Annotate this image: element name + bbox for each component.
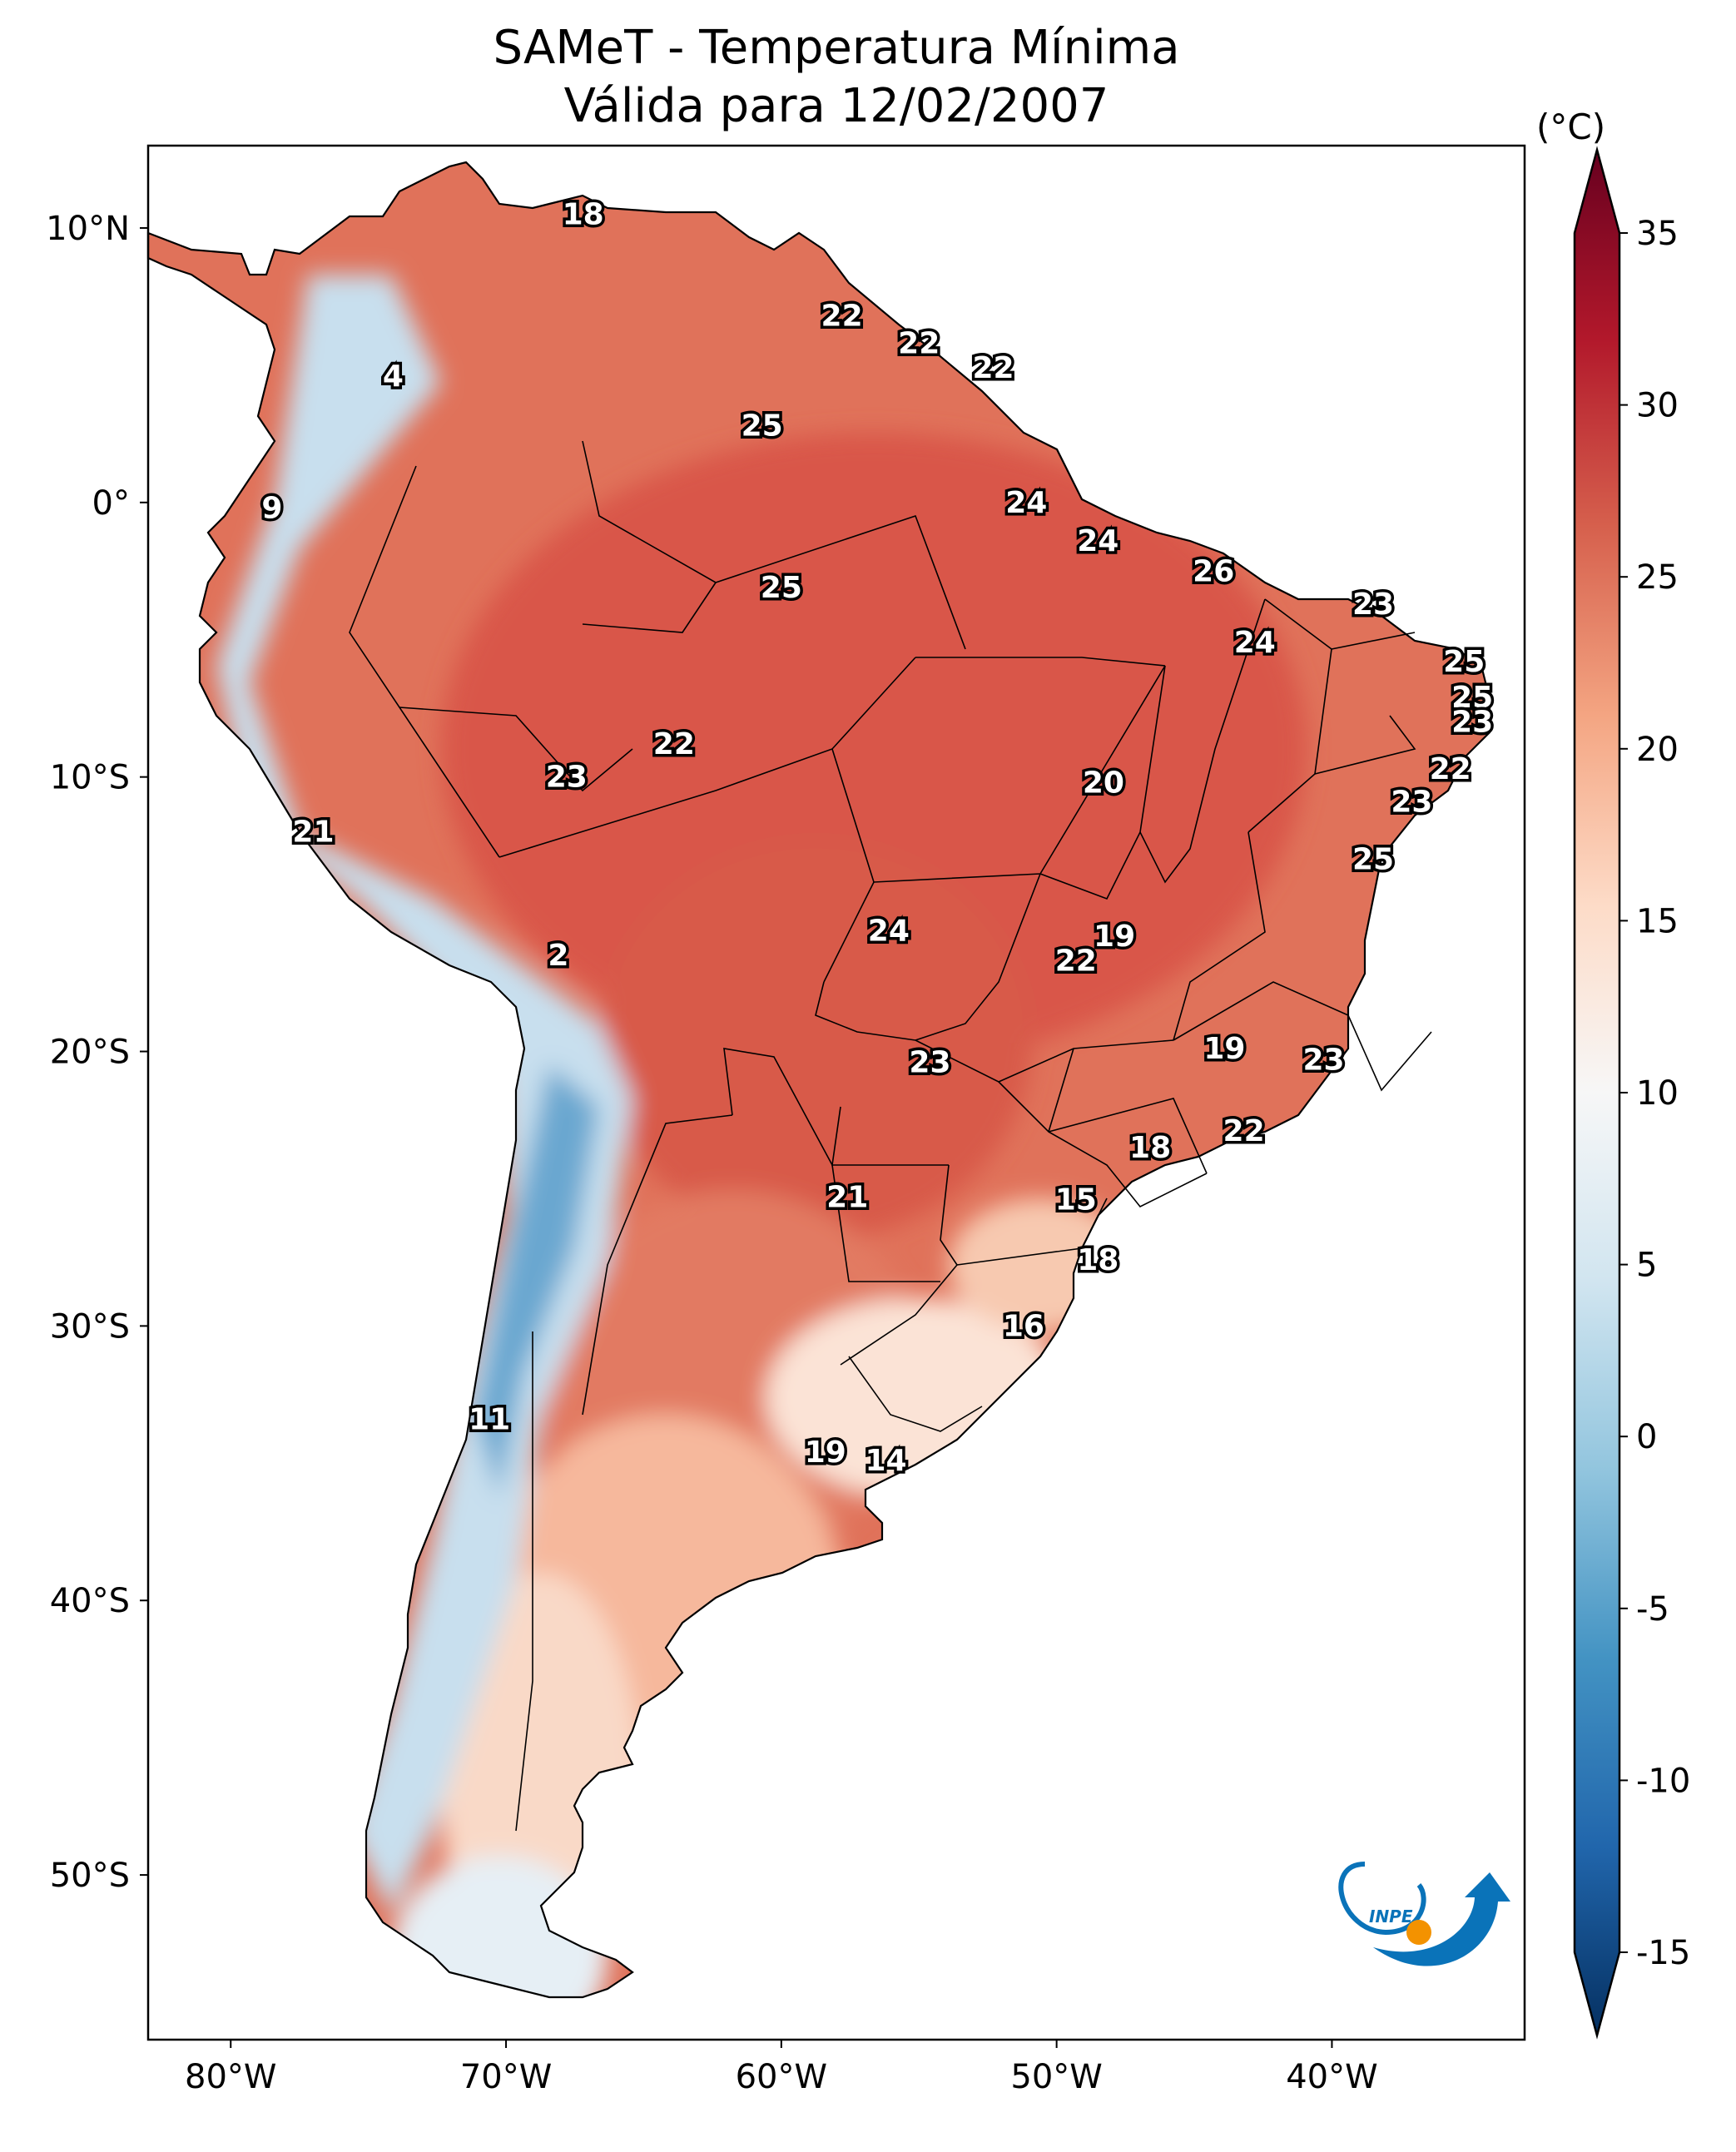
lat-tick-label: 10°S <box>50 759 130 797</box>
country-state-borders <box>349 440 1432 1832</box>
city-temperature-value: 22 <box>898 326 940 360</box>
city-temperature-value: 23 <box>1391 785 1432 819</box>
city-temperature-value: 22 <box>653 727 695 761</box>
city-temperature-value: 11 <box>469 1403 510 1437</box>
city-temperature-value: 23 <box>909 1046 950 1080</box>
colorbar-body <box>1573 146 1621 2040</box>
map-subtitle: Válida para 12/02/2007 <box>563 79 1109 133</box>
colorbar-tick-label: 35 <box>1636 215 1679 253</box>
colorbar-tick-label: 0 <box>1636 1418 1657 1456</box>
colorbar-unit: (°C) <box>1536 107 1606 147</box>
colorbar-tick-label: -15 <box>1636 1934 1690 1972</box>
city-temperature-value: 18 <box>1077 1243 1118 1277</box>
map-title: SAMeT - Temperatura Mínima <box>493 21 1180 75</box>
latitude-ticks: 10°N 0° 10°S 20°S 30°S 40°S 50°S <box>46 210 148 1895</box>
city-temperature-value: 25 <box>1352 843 1394 877</box>
lon-tick-label: 70°W <box>460 2058 552 2096</box>
city-temperature-value: 22 <box>973 351 1014 385</box>
land-area <box>146 161 1491 1999</box>
map-frame <box>146 144 1526 2041</box>
city-temperature-value: 4 <box>383 359 404 394</box>
city-temperature-value: 9 <box>261 491 282 525</box>
city-temperature-value: 22 <box>1430 752 1471 786</box>
city-temperature-value: 22 <box>821 300 863 334</box>
colorbar-tick-label: 25 <box>1636 558 1679 597</box>
city-temperature-value: 15 <box>1055 1183 1097 1217</box>
city-temperature-value: 22 <box>1055 945 1097 979</box>
lat-tick-label: 30°S <box>50 1307 130 1346</box>
colorbar-tick-label: 20 <box>1636 731 1679 769</box>
city-temperature-value: 16 <box>1003 1309 1044 1343</box>
city-temperature-value: 22 <box>1223 1114 1265 1148</box>
colorbar-tick-label: 30 <box>1636 387 1679 425</box>
coastline <box>146 161 1491 1999</box>
city-temperature-value: 18 <box>1129 1131 1171 1165</box>
lon-tick-label: 80°W <box>185 2058 276 2096</box>
city-temperature-value: 20 <box>1083 766 1124 800</box>
city-temperature-value: 24 <box>1234 626 1276 660</box>
city-temperature-value: 26 <box>1193 554 1234 588</box>
inpe-logo: INPE <box>1338 1862 1510 1966</box>
city-temperature-value: 23 <box>1302 1043 1344 1077</box>
colorbar-ticks: 35 30 25 20 15 10 5 0 -5 -10 -15 <box>1619 215 1690 1972</box>
lon-tick-label: 60°W <box>736 2058 827 2096</box>
temperature-field <box>183 275 1307 1997</box>
city-temperature-value: 21 <box>826 1180 868 1214</box>
city-temperature-value: 24 <box>868 914 910 948</box>
lat-tick-label: 0° <box>92 484 130 523</box>
city-temperature-value: 14 <box>865 1444 906 1478</box>
lat-tick-label: 10°N <box>46 210 130 248</box>
colorbar-tick-label: 5 <box>1636 1247 1657 1285</box>
colorbar-tick-label: -5 <box>1636 1590 1669 1629</box>
lon-tick-label: 40°W <box>1286 2058 1377 2096</box>
longitude-ticks: 80°W 70°W 60°W 50°W 40°W <box>185 2040 1378 2096</box>
city-temperature-value: 24 <box>1077 524 1118 558</box>
lat-tick-label: 20°S <box>50 1034 130 1072</box>
city-temperature-value: 25 <box>742 409 783 443</box>
city-temperature-value: 19 <box>805 1435 846 1470</box>
city-temperature-value: 18 <box>563 197 604 231</box>
lat-tick-label: 40°S <box>50 1582 130 1620</box>
colorbar-tick-label: 15 <box>1636 902 1679 940</box>
colorbar-tick-label: 10 <box>1636 1074 1679 1113</box>
city-temperature-value: 25 <box>1451 681 1493 715</box>
city-temperature-value: 24 <box>1005 486 1047 520</box>
city-temperature-value: 19 <box>1203 1032 1245 1066</box>
city-temperature-value: 19 <box>1094 920 1135 954</box>
city-temperature-value: 23 <box>1451 706 1493 740</box>
city-temperature-value: 2 <box>548 939 568 973</box>
city-temperature-value: 25 <box>1443 645 1485 679</box>
city-temperature-value: 21 <box>292 816 334 850</box>
city-temperature-value: 23 <box>1352 588 1394 622</box>
lon-tick-label: 50°W <box>1010 2058 1102 2096</box>
colorbar-tick-label: -10 <box>1636 1762 1690 1800</box>
inpe-logo-text: INPE <box>1369 1907 1413 1926</box>
city-temperature-value: 25 <box>761 571 802 605</box>
lat-tick-label: 50°S <box>50 1857 130 1895</box>
colorbar: 35 30 25 20 15 10 5 0 -5 -10 -15 <box>1573 146 1690 2040</box>
city-temperature-value: 23 <box>546 761 588 795</box>
